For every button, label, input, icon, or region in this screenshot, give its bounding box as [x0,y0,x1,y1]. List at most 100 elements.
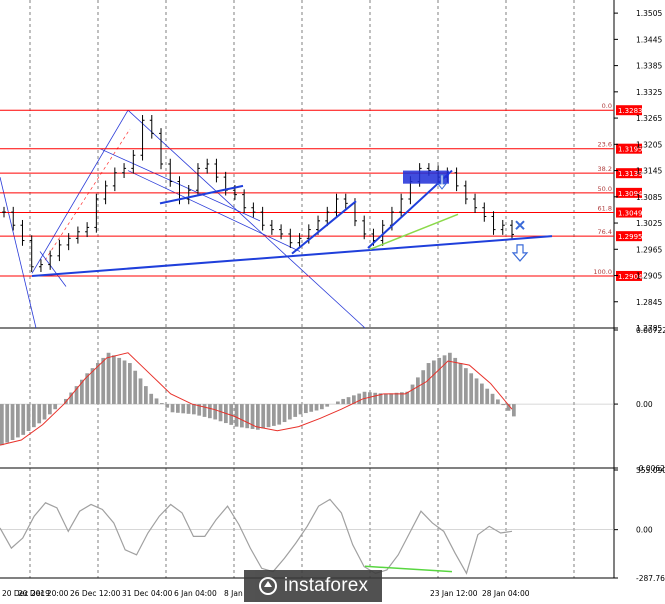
fib-price-tag-label: 1.3094 [618,190,643,198]
macd-bar [112,355,116,405]
macd-bar [458,363,463,405]
macd-bar [506,404,511,411]
fib-price-tag-label: 1.3139 [618,170,643,178]
price-tick-label: 1.3145 [636,167,662,176]
macd-bar [405,391,410,405]
axis-layer: 1.35051.34451.33851.33251.32651.32051.31… [2,9,665,598]
macd-bar [309,404,314,412]
macd-bar [53,404,58,410]
macd-bar [160,403,164,405]
price-tick-label: 1.3385 [636,62,662,71]
price-tick-label: 1.2905 [636,272,662,281]
macd-bar [138,378,143,405]
main-trendline [31,235,553,277]
macd-bar [288,404,292,420]
time-tick-label: 20 Dec 20:00 [18,589,69,598]
macd-bar [432,360,436,405]
macd-bar [208,404,212,419]
channel-lower-line [127,170,301,252]
macd-bar [250,404,255,429]
macd-bar [298,404,303,415]
macd-bar [218,404,223,422]
macd-bar [416,377,420,405]
fib-price-tag [616,207,642,218]
time-tick-label: 26 Dec 12:00 [70,589,121,598]
price-tick-label: 1.3445 [636,35,662,44]
time-tick-label: 6 Jan 04:00 [174,589,217,598]
fib-level-label: 23.6 [598,141,612,149]
macd-bar [5,404,10,443]
fib-price-tag-label: 1.2904 [618,273,643,281]
resistance-box [403,170,449,184]
macd-bar [149,393,154,405]
macd-bar [426,363,431,405]
macd-bar [357,393,362,405]
macd-bar [368,392,372,405]
macd-bar [101,357,106,405]
price-tick-label: 1.3085 [636,193,662,202]
macd-bar [464,368,468,405]
macd-bar [272,404,276,426]
impulse-channel-line [31,110,129,274]
macd-bar [394,392,399,405]
macd-bar [261,404,266,429]
macd-bar [320,404,324,410]
macd-bar [490,393,495,405]
macd-bar [362,391,367,405]
macd-bar [122,360,127,405]
macd-bar [96,363,100,405]
macd-bar [21,404,26,435]
macd-bar [501,404,506,406]
macd-bar [234,404,239,427]
time-tick-label: 28 Jan 04:00 [482,589,530,598]
price-tick-label: 1.2965 [636,245,662,254]
macd-bar [474,378,479,405]
fib-level-label: 76.4 [598,228,612,236]
macd-bar [144,386,148,405]
price-tick-label: 1.3505 [636,9,662,18]
watermark-text: instaforex [283,575,369,596]
macd-bar [213,404,218,420]
instaforex-logo-icon [258,577,277,595]
fib-level-label: 38.2 [598,165,612,173]
rising-green-line [369,213,459,250]
channel-short-line [39,251,67,287]
macd-bar [80,379,84,405]
macd-bar [384,393,388,405]
fib-level-label: 0.0 [602,102,612,110]
macd-bar [154,398,159,405]
macd-bar [165,404,170,408]
macd-bar [373,392,378,405]
macd-bar [42,404,47,420]
annotation-layer [31,169,553,277]
macd-bar [277,404,282,425]
channel-upper-line [127,109,366,329]
macd-bar [341,398,346,405]
macd-bar [181,404,186,414]
price-tick-label: 1.2785 [636,324,662,333]
fib-price-tag [616,231,642,242]
cci-tick-label: 0.00 [636,526,653,535]
cci-tick-label: -287.767 [636,574,665,583]
cci-tick-label: 355.0903 [636,466,665,475]
macd-bar [176,404,180,413]
macd-bar [485,388,490,405]
macd-bar [266,404,271,428]
small-down-arrow-icon [436,174,448,190]
macd-bar [133,370,138,405]
macd-bar [389,393,394,405]
macd-layer [0,352,614,446]
fib-price-tag-label: 1.3195 [618,146,643,154]
cci-layer [0,498,614,575]
macd-signal-line [0,352,513,446]
fib-dashed-line [44,128,131,261]
macd-tick-label: 0.00 [636,400,653,409]
cci-divergence-line [364,565,453,573]
macd-bar [90,368,95,405]
macd-bar [496,399,500,405]
macd-bar [186,404,191,414]
time-tick-label: 8 Jan [224,589,243,598]
macd-bar [437,357,442,405]
